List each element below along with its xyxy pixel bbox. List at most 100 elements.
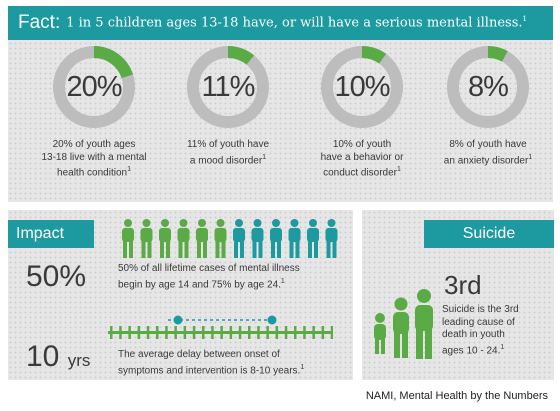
donut-ring — [53, 46, 135, 128]
desc-line: have a behavior or — [320, 151, 404, 163]
desc-line: 8% of youth have — [449, 139, 527, 150]
desc-line: 20% of youth ages — [52, 139, 136, 150]
desc-ref: 1 — [500, 343, 505, 351]
desc-ref: 1 — [262, 153, 267, 161]
child-leg — [381, 338, 385, 354]
child-leg — [375, 338, 379, 354]
stat2-unit: yrs — [67, 351, 91, 370]
adult-head — [417, 289, 431, 303]
adult-leg — [425, 329, 432, 359]
timeline-tick — [110, 326, 113, 339]
donut-chart: 11% — [185, 44, 271, 130]
timeline-tick — [248, 326, 251, 339]
donut-fill — [53, 46, 135, 128]
desc-line: ages 10 - 24.1 — [442, 342, 547, 358]
timeline-tick — [211, 326, 214, 339]
suicide-description: Suicide is the 3rd leading cause of deat… — [442, 304, 547, 357]
person-icon — [251, 219, 264, 258]
desc-line: leading cause of — [442, 316, 515, 328]
desc-ref: 1 — [397, 166, 401, 173]
timeline-tick — [128, 326, 131, 339]
parent-body — [393, 312, 409, 334]
suicide-label: Suicide — [424, 220, 554, 248]
text-line: 50% of all lifetime cases of mental illn… — [118, 263, 300, 274]
fact-panel: Fact: 1 in 5 children ages 13-18 have, o… — [8, 6, 553, 202]
text-line-content: symptoms and intervention is 8-10 years. — [118, 365, 301, 377]
timeline-tick — [238, 326, 242, 339]
donut-chart: 8% — [445, 44, 531, 130]
desc-line-text: conduct disorder — [323, 167, 398, 179]
fact-ref: 1 — [522, 15, 527, 24]
impact-label: Impact — [8, 220, 94, 248]
person-icon — [196, 219, 208, 258]
desc-line: a mood disorder1 — [160, 152, 296, 168]
adult-leg — [416, 329, 423, 359]
person-icon — [288, 219, 301, 258]
text-line: The average delay between onset of — [118, 349, 280, 360]
text-ref: 1 — [300, 364, 305, 371]
child-head — [375, 313, 385, 323]
family-icon — [374, 289, 433, 359]
person-icon — [233, 219, 245, 258]
desc-line: death in youth — [442, 329, 505, 340]
donut-ring — [187, 46, 269, 128]
intervention-marker — [267, 315, 277, 325]
impact-stat1-text: 50% of all lifetime cases of mental illn… — [118, 262, 348, 291]
impact-stat2-text: The average delay between onset of sympt… — [118, 348, 348, 377]
timeline-tick — [192, 326, 196, 339]
timeline-tick — [284, 326, 288, 339]
donut-fill — [321, 46, 403, 128]
stat-anxiety-disorder: 8% 8% of youth have an anxiety disorder1 — [420, 44, 556, 167]
percent-value: 20% — [66, 70, 122, 103]
timeline-tick — [174, 326, 177, 339]
person-icon — [214, 219, 227, 258]
timeline-tick — [156, 326, 159, 339]
donut-fill — [447, 46, 529, 128]
adult-body — [415, 305, 433, 331]
stat-description: 10% of youth have a behavior or conduct … — [294, 139, 430, 180]
percent-value: 8% — [468, 70, 509, 103]
timeline-tick — [137, 326, 141, 339]
person-icon — [325, 219, 338, 258]
person-icon — [270, 219, 282, 258]
timeline-tick — [312, 326, 315, 339]
fact-banner: Fact: 1 in 5 children ages 13-18 have, o… — [8, 6, 553, 40]
impact-panel: Impact 50% 50% of all lifetime cases of … — [8, 210, 353, 380]
child-body — [374, 324, 386, 340]
stat-behavior-disorder: 10% 10% of youth have a behavior or cond… — [294, 44, 430, 180]
timeline-tick — [294, 326, 297, 339]
timeline-ticks — [110, 326, 333, 339]
parent-head — [394, 297, 408, 311]
onset-marker — [173, 315, 183, 325]
stat-mood-disorder: 11% 11% of youth have a mood disorder1 — [160, 44, 296, 167]
desc-line-text: a mood disorder — [189, 154, 263, 166]
stat-description: 8% of youth have an anxiety disorder1 — [420, 139, 556, 167]
stat-description: 11% of youth have a mood disorder1 — [160, 139, 296, 167]
source-citation: NAMI, Mental Health by the Numbers — [365, 390, 548, 402]
fact-statement: 1 in 5 children ages 13-18 have, or will… — [66, 15, 523, 31]
desc-line: Suicide is the 3rd — [442, 304, 519, 315]
parent-leg — [394, 332, 400, 358]
fact-text: 1 in 5 children ages 13-18 have, or will… — [66, 15, 527, 30]
impact-stat2-value: 10 yrs — [26, 340, 90, 374]
desc-line: conduct disorder1 — [294, 164, 430, 180]
text-line: symptoms and intervention is 8-10 years.… — [118, 361, 348, 377]
person-icon — [122, 219, 134, 258]
desc-line: an anxiety disorder1 — [420, 152, 556, 168]
donut-ring — [447, 46, 529, 128]
suicide-panel: Suicide 3rd Suicide is the 3rd leading c… — [362, 210, 554, 380]
desc-line: 11% of youth have — [186, 139, 270, 150]
desc-line: 13-18 live with a mental — [41, 151, 147, 163]
donut-ring — [321, 46, 403, 128]
impact-stat1-value: 50% — [26, 260, 87, 293]
timeline-tick — [220, 326, 223, 339]
percent-value: 10% — [334, 70, 390, 103]
timeline-tick — [165, 326, 168, 339]
timeline-tick — [303, 326, 306, 339]
timeline-tick — [275, 326, 279, 339]
timeline-tick — [202, 326, 205, 339]
person-icon — [140, 219, 153, 258]
stat-youth-condition: 20% 20% of youth ages 13-18 live with a … — [26, 44, 162, 180]
timeline-tick — [119, 326, 122, 339]
desc-ref: 1 — [127, 166, 131, 173]
